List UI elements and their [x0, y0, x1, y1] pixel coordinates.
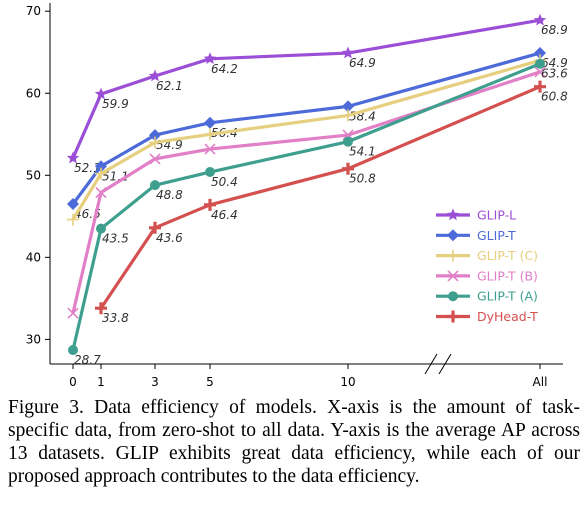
data-label: 62.1 [156, 79, 183, 93]
x-tick-label: 5 [206, 375, 214, 389]
series-line [71, 70, 541, 314]
data-point [68, 345, 78, 356]
data-point [94, 87, 108, 100]
data-point [67, 307, 79, 319]
legend-item: GLIP-T (B) [436, 268, 538, 283]
data-point [149, 136, 161, 149]
series-line [71, 18, 541, 159]
x-tick-label: 10 [340, 375, 355, 389]
data-point [204, 116, 216, 129]
figure-caption: Figure 3. Data efficiency of models. X-a… [8, 397, 580, 487]
data-label: 64.9 [349, 56, 376, 70]
data-label: 68.9 [541, 23, 568, 37]
data-point [203, 52, 217, 65]
data-point [343, 136, 353, 147]
data-point [150, 180, 160, 191]
legend-marker [446, 208, 460, 221]
chart-area: 30 40 50 60 70 0 1 3 5 10 All 52.1 59.9 62.1 64.2 64.9 6… [26, 3, 568, 389]
legend-item: GLIP-T (A) [436, 289, 538, 304]
x-tick-label: 0 [69, 375, 77, 389]
series-line [71, 51, 541, 205]
data-point [534, 66, 546, 78]
data-label: 43.5 [102, 232, 129, 246]
legend-label: GLIP-T (B) [477, 268, 538, 283]
data-label: 43.6 [156, 231, 183, 245]
legend: GLIP-L GLIP-T GLIP-T (C) GLIP-T (B) GLIP-T (… [436, 208, 538, 324]
data-label: 63.6 [541, 67, 568, 81]
data-point [535, 58, 545, 69]
y-tick-label: 50 [26, 168, 41, 182]
data-label: 50.4 [211, 175, 238, 189]
data-point [533, 13, 547, 26]
y-tick-label: 60 [26, 86, 41, 100]
legend-item: GLIP-T (C) [436, 248, 538, 263]
series-line [71, 58, 541, 221]
data-label: 54.1 [349, 145, 376, 159]
legend-label: GLIP-L [477, 208, 516, 223]
legend-marker [447, 229, 459, 242]
legend-label: GLIP-T [477, 228, 516, 243]
data-point [67, 213, 79, 226]
legend-marker [447, 270, 459, 282]
y-tick-label: 30 [26, 332, 41, 346]
data-point [149, 129, 161, 142]
data-point [95, 186, 107, 199]
x-tick-label: 3 [151, 375, 159, 389]
data-label: 60.8 [541, 90, 568, 104]
data-point [204, 198, 216, 211]
series-glip-t-a: 28.7 43.5 48.8 50.4 54.1 63.6 [68, 58, 568, 367]
legend-marker [447, 249, 459, 262]
data-point [534, 47, 546, 60]
data-point [67, 198, 79, 211]
data-point [342, 162, 354, 175]
data-point [95, 167, 107, 180]
data-label: 64.9 [541, 56, 568, 70]
legend-label: GLIP-T (C) [477, 248, 538, 263]
series-glip-l: 52.1 59.9 62.1 64.2 64.9 68.9 [66, 13, 568, 175]
legend-item: DyHead-T [436, 309, 538, 324]
series-line [71, 62, 541, 351]
legend-item: GLIP-T [436, 228, 516, 243]
data-point [341, 46, 355, 59]
data-label: 64.2 [211, 62, 238, 76]
legend-label: DyHead-T [477, 309, 538, 324]
data-point [149, 221, 161, 234]
data-label: 33.8 [102, 311, 129, 325]
data-label: 50.8 [349, 172, 376, 186]
data-point [342, 109, 354, 122]
series-glip-t-c [67, 54, 546, 226]
data-point [534, 80, 546, 93]
legend-marker [447, 310, 459, 323]
data-point [95, 160, 107, 173]
data-point [342, 100, 354, 113]
x-tick-label: 1 [97, 375, 105, 389]
legend-item: GLIP-L [436, 208, 516, 223]
data-label: 52.1 [74, 161, 101, 175]
axis-break-slash [438, 353, 452, 375]
data-point [96, 223, 106, 234]
x-tick-label: All [533, 375, 548, 389]
data-label: 59.9 [102, 97, 129, 111]
legend-marker [448, 291, 458, 302]
series-dyhead-t: 33.8 43.6 46.4 50.8 60.8 [95, 80, 568, 325]
data-point [204, 143, 216, 155]
y-tick-label: 70 [26, 4, 41, 18]
axis-break-slash [424, 353, 438, 375]
data-point [148, 69, 162, 82]
axis-break-marks [424, 353, 452, 375]
data-point [205, 167, 215, 178]
data-point [149, 153, 161, 165]
y-tick-label: 40 [26, 250, 41, 264]
legend-label: GLIP-T (A) [477, 289, 538, 304]
data-label: 46.4 [211, 208, 238, 222]
data-point [204, 128, 216, 141]
data-point [95, 302, 107, 315]
data-label: 28.7 [74, 353, 101, 367]
data-label: 48.8 [156, 188, 183, 202]
data-point [66, 151, 80, 164]
series-glip-t-b [67, 66, 546, 319]
